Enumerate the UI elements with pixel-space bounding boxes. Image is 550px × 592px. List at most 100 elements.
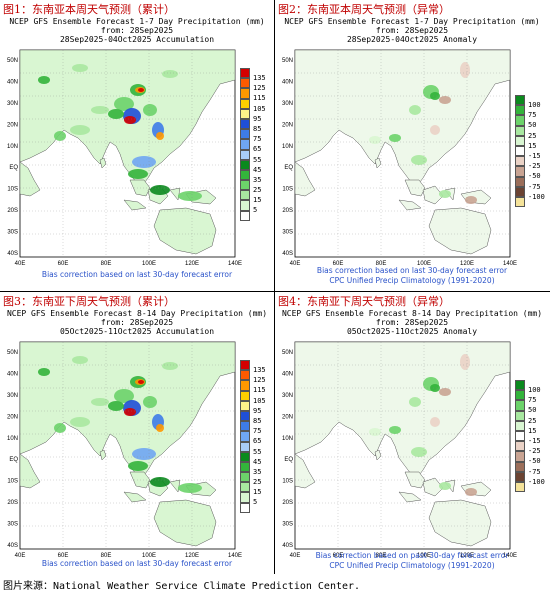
legend-label: 105 xyxy=(253,396,266,405)
legend-label: 75 xyxy=(253,135,262,144)
lat-label: 20S xyxy=(7,208,18,214)
legend-swatch xyxy=(240,180,250,191)
lat-label: 10S xyxy=(282,479,293,485)
legend-swatch xyxy=(240,421,250,432)
panel-header-line3: 05Oct2025-11Oct2025 Accumulation xyxy=(59,327,215,336)
lon-label: 100E xyxy=(142,261,156,267)
lon-label: 120E xyxy=(185,261,199,267)
panel-label: 图2：东南亚本周天气预测（异常） xyxy=(278,3,450,16)
lat-label: 30S xyxy=(282,522,293,528)
lat-label: 20N xyxy=(7,122,18,128)
divider-horizontal xyxy=(0,291,550,292)
lon-label: 40E xyxy=(15,261,26,267)
lon-label: 140E xyxy=(228,261,242,267)
legend-swatch xyxy=(240,200,250,211)
lon-label: 80E xyxy=(101,261,112,267)
lon-label: 100E xyxy=(417,553,431,559)
lat-label: 20N xyxy=(7,414,18,420)
lat-label: 30S xyxy=(7,522,18,528)
panel-header-line1: NCEP GFS Ensemble Forecast 8-14 Day Prec… xyxy=(6,309,268,318)
legend-swatch xyxy=(240,149,250,160)
legend-swatch xyxy=(240,390,250,401)
panel-footer-line2: CPC Unified Precip Climatology (1991-202… xyxy=(329,561,495,570)
legend-label: 125 xyxy=(253,84,266,93)
lon-label: 80E xyxy=(376,261,387,267)
lat-label: 50N xyxy=(7,58,18,64)
legend-label: 115 xyxy=(253,386,266,395)
lon-label: 60E xyxy=(58,261,69,267)
panel-label: 图1：东南亚本周天气预测（累计） xyxy=(3,3,175,16)
panel-header-line2: from: 28Sep2025 xyxy=(100,318,174,327)
lon-label: 120E xyxy=(460,261,474,267)
legend-swatch xyxy=(240,108,250,119)
anomaly-map: 50N 40N 30N 20N 10N EQ 10S 20S 30S 40S 40E 60E 80E 10… xyxy=(282,341,517,559)
panel-footer-line1: Bias correction based on last 30-day for… xyxy=(316,266,508,275)
legend-swatch xyxy=(515,186,525,197)
legend-swatch xyxy=(515,115,525,126)
legend-swatch xyxy=(240,68,250,79)
lat-label: 40S xyxy=(7,251,18,257)
panel-header-line1: NCEP GFS Ensemble Forecast 1-7 Day Preci… xyxy=(284,17,540,26)
legend-label: 95 xyxy=(253,406,262,415)
lon-label: 40E xyxy=(290,553,301,559)
legend-label: 100 xyxy=(528,386,541,394)
panel-footer-line2: CPC Unified Precip Climatology (1991-202… xyxy=(329,276,495,285)
legend-swatch xyxy=(515,390,525,401)
legend-swatch xyxy=(240,502,250,513)
lon-label: 120E xyxy=(185,553,199,559)
legend-swatch xyxy=(240,360,250,371)
legend-swatch xyxy=(240,380,250,391)
legend-label: 115 xyxy=(253,94,266,103)
lon-label: 140E xyxy=(503,261,517,267)
lat-label: 30N xyxy=(282,101,293,107)
lon-label: 60E xyxy=(333,261,344,267)
legend-swatch xyxy=(515,196,525,208)
lon-label: 60E xyxy=(58,553,69,559)
legend-swatch xyxy=(515,95,525,106)
legend-swatch xyxy=(240,451,250,462)
legend-swatch xyxy=(515,176,525,187)
panel-footer-line1: Bias correction based on past 30-day for… xyxy=(315,551,509,560)
legend-label: -50 xyxy=(528,457,541,466)
legend-swatch xyxy=(240,159,250,170)
lat-label: 30N xyxy=(282,393,293,399)
lon-label: 100E xyxy=(142,553,156,559)
lat-label: 20N xyxy=(282,414,293,420)
legend-swatch xyxy=(515,156,525,167)
legend-label: 50 xyxy=(528,121,537,130)
lon-label: 80E xyxy=(101,553,112,559)
legend-label: 45 xyxy=(253,457,262,466)
panel-header-line2: from: 28Sep2025 xyxy=(375,318,449,327)
legend-label: 55 xyxy=(253,447,262,456)
lat-label: 40N xyxy=(282,79,293,85)
lon-label: 60E xyxy=(333,553,344,559)
legend-swatch xyxy=(515,135,525,146)
legend-swatch xyxy=(240,190,250,201)
legend-label: 5 xyxy=(253,206,258,215)
legend-label: 25 xyxy=(528,416,537,425)
panel-header-line1: NCEP GFS Ensemble Forecast 1-7 Day Preci… xyxy=(9,17,265,26)
legend-swatch xyxy=(515,380,525,391)
legend-swatch xyxy=(515,481,525,493)
legend-swatch xyxy=(240,472,250,483)
panel-week2-anomaly: 图4：东南亚下周天气预测（异常） NCEP GFS Ensemble Forec… xyxy=(275,292,549,583)
legend-label: 25 xyxy=(253,478,262,487)
legend-swatch xyxy=(515,451,525,462)
legend-label: -15 xyxy=(528,436,541,445)
panel-header-line1: NCEP GFS Ensemble Forecast 8-14 Day Prec… xyxy=(281,309,543,318)
panel-footer-line1: Bias correction based on last 30-day for… xyxy=(41,270,233,279)
lat-label: 10S xyxy=(7,187,18,193)
precip-map: 50N 40N 30N 20N 10N EQ 10S 20S 30S 40S 40E 60E 80E 10… xyxy=(7,49,242,267)
legend-label: 25 xyxy=(253,186,262,195)
legend-label: -75 xyxy=(528,182,541,191)
lon-label: 40E xyxy=(290,261,301,267)
lon-label: 120E xyxy=(460,553,474,559)
precip-map: 50N 40N 30N 20N 10N EQ 10S 20S 30S 40S 40E 60E 80E 10… xyxy=(7,341,242,559)
lat-label: 10N xyxy=(7,436,18,442)
panel-label: 图4：东南亚下周天气预测（异常） xyxy=(278,295,450,308)
legend-swatch xyxy=(515,145,525,157)
panel-header-line3: 28Sep2025-04Oct2025 Anomaly xyxy=(346,35,478,44)
legend-swatch xyxy=(515,471,525,482)
legend-label: 50 xyxy=(528,406,537,415)
legend-swatch xyxy=(515,125,525,136)
